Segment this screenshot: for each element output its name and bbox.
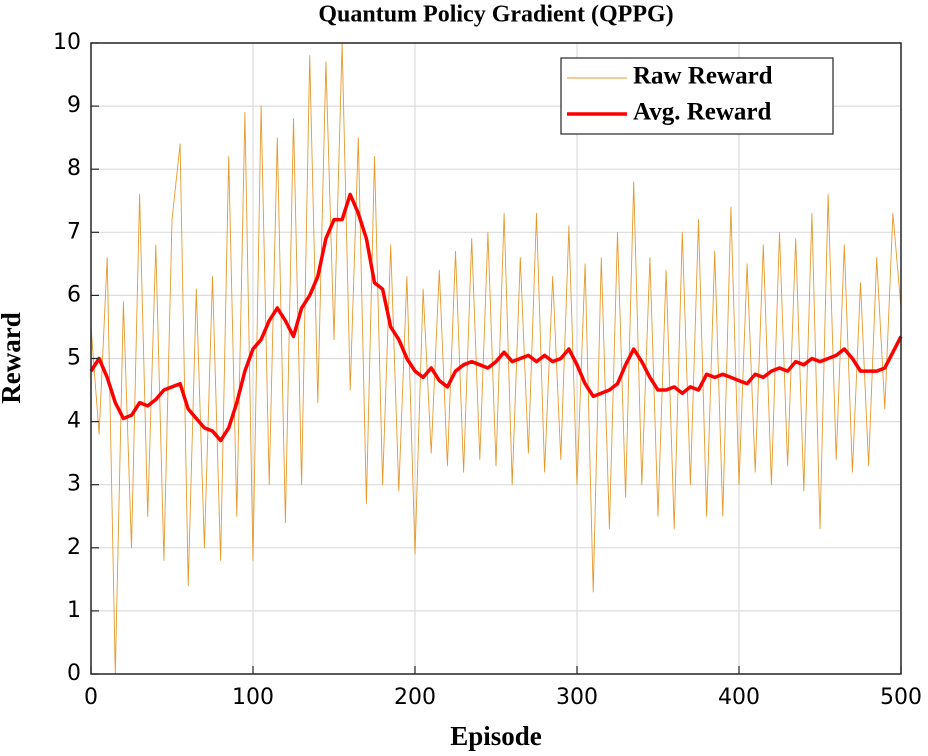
x-tick-label: 200 bbox=[394, 685, 436, 710]
y-tick-label: 2 bbox=[67, 535, 81, 560]
legend-label: Raw Reward bbox=[633, 63, 773, 90]
x-tick-label: 100 bbox=[232, 685, 274, 710]
legend-box bbox=[560, 57, 834, 135]
legend-label: Avg. Reward bbox=[633, 99, 771, 126]
x-tick-label: 0 bbox=[84, 685, 98, 710]
y-tick-label: 10 bbox=[53, 30, 81, 55]
x-tick-label: 400 bbox=[718, 685, 760, 710]
data-line bbox=[90, 42, 902, 675]
y-axis-label: Reward bbox=[0, 312, 26, 403]
y-tick-label: 3 bbox=[67, 472, 81, 497]
y-tick-label: 8 bbox=[67, 156, 81, 181]
y-tick-label: 9 bbox=[67, 93, 81, 118]
data-line bbox=[89, 192, 903, 443]
x-tick-label: 500 bbox=[880, 685, 922, 710]
x-axis-label: Episode bbox=[450, 721, 542, 751]
y-tick-label: 1 bbox=[67, 598, 81, 623]
chart-title: Quantum Policy Gradient (QPPG) bbox=[318, 2, 673, 28]
y-tick-label: 0 bbox=[67, 661, 81, 686]
y-tick-label: 4 bbox=[67, 409, 81, 434]
x-tick-label: 300 bbox=[556, 685, 598, 710]
y-tick-label: 5 bbox=[67, 346, 81, 371]
y-tick-label: 7 bbox=[67, 219, 81, 244]
y-tick-label: 6 bbox=[67, 282, 81, 307]
